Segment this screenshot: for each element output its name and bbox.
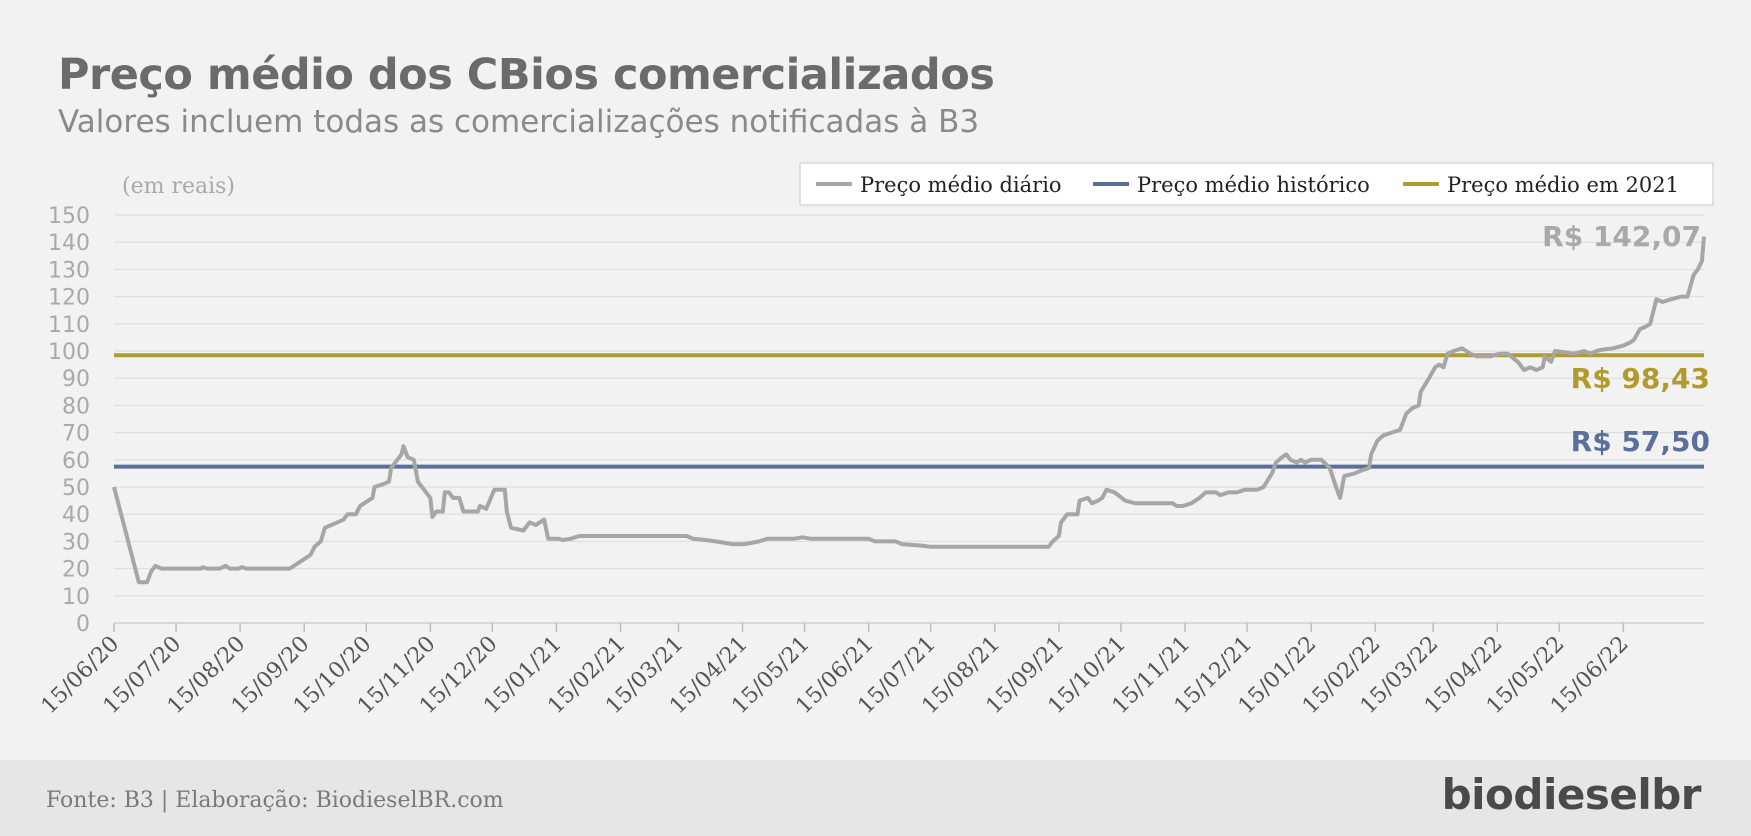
legend: Preço médio diário Preço médio histórico… <box>799 162 1714 206</box>
y-tick-label: 10 <box>62 585 90 610</box>
y-tick-label: 120 <box>48 286 90 311</box>
legend-label-2021: Preço médio em 2021 <box>1447 173 1679 197</box>
y-tick-label: 130 <box>48 258 90 283</box>
y-tick-label: 50 <box>62 476 90 501</box>
end-label-2021: R$ 98,43 <box>1571 362 1710 395</box>
y-tick-label: 40 <box>62 503 90 528</box>
y-tick-label: 140 <box>48 231 90 256</box>
y-tick-label: 60 <box>62 449 90 474</box>
end-label-historic: R$ 57,50 <box>1571 425 1710 458</box>
series-line-daily <box>112 236 1706 585</box>
y-tick-label: 80 <box>62 394 90 419</box>
biodieselbr-logo: biodieselbr <box>1441 770 1702 819</box>
chart-subtitle: Valores incluem todas as comercializaçõe… <box>58 104 980 140</box>
series <box>112 236 1706 585</box>
x-axis: 15/06/2015/07/2015/08/2015/09/2015/10/20… <box>37 622 1704 719</box>
y-tick-label: 0 <box>76 612 90 637</box>
chart-title: Preço médio dos CBios comercializados <box>58 50 995 100</box>
end-label-daily: R$ 142,07 <box>1542 220 1701 253</box>
legend-label-daily: Preço médio diário <box>860 173 1062 197</box>
y-tick-label: 70 <box>62 422 90 447</box>
y-tick-label: 150 <box>48 204 90 229</box>
y-tick-label: 110 <box>48 313 90 338</box>
legend-box <box>799 162 1714 206</box>
grid-lines <box>114 214 1704 624</box>
source-note: Fonte: B3 | Elaboração: BiodieselBR.com <box>46 788 504 813</box>
y-tick-label: 20 <box>62 558 90 583</box>
y-tick-label: 90 <box>62 367 90 392</box>
y-tick-label: 100 <box>48 340 90 365</box>
unit-label: (em reais) <box>122 174 235 199</box>
y-tick-label: 30 <box>62 530 90 555</box>
footer: Fonte: B3 | Elaboração: BiodieselBR.com … <box>0 760 1751 836</box>
legend-label-historic: Preço médio histórico <box>1137 173 1370 197</box>
